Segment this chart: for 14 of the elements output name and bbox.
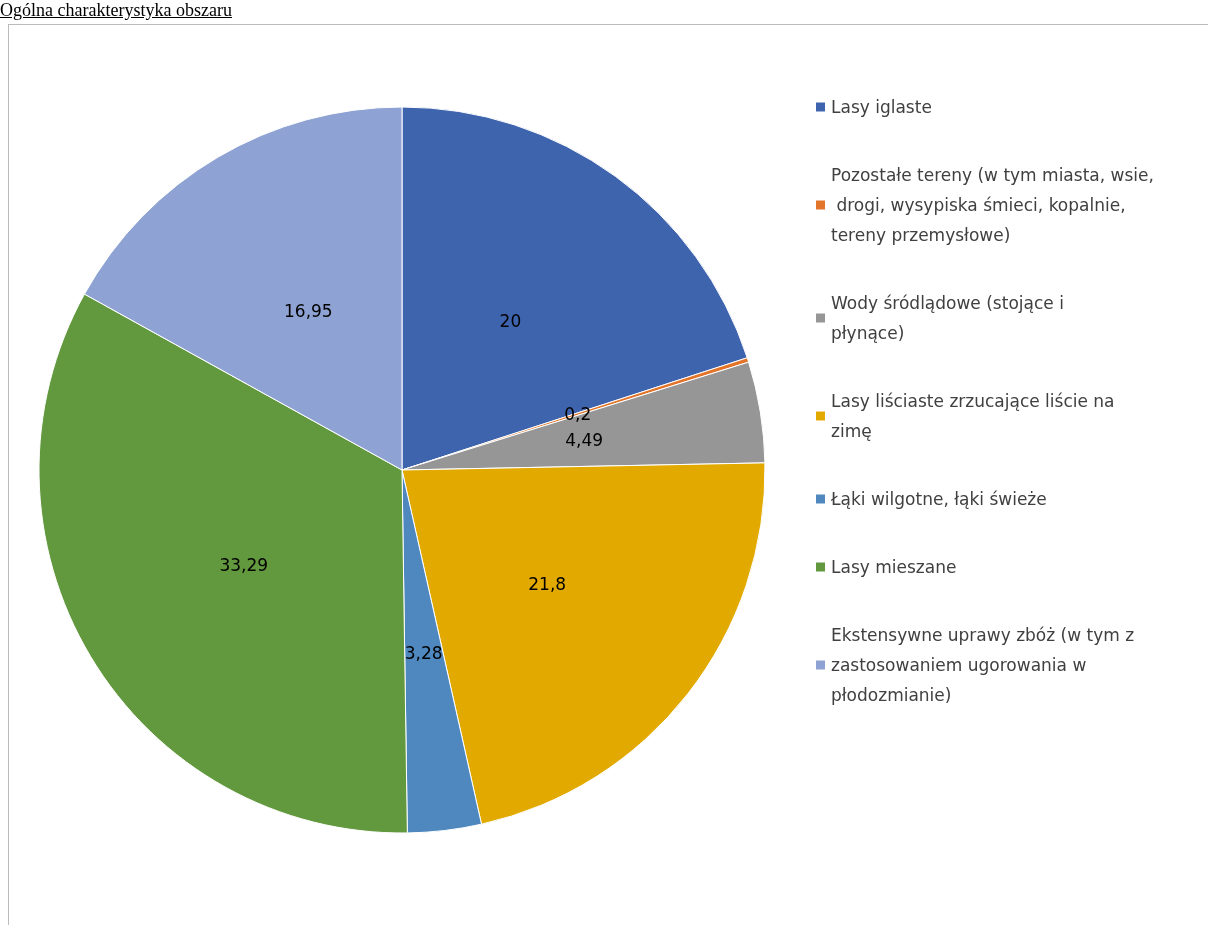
- legend-label: Łąki wilgotne, łąki świeże: [830, 489, 1047, 509]
- legend-label: Wody śródlądowe (stojące i płynące): [831, 293, 1070, 343]
- data-label: 3,28: [404, 643, 443, 664]
- legend-label: Lasy iglaste: [831, 97, 932, 117]
- data-label: 20: [499, 310, 522, 331]
- legend-label: Lasy liściaste zrzucające liście na zimę: [831, 391, 1120, 441]
- legend-label: Ekstensywne uprawy zbóż (w tym z zastosowaniem ugorowania w płodozmianie): [831, 625, 1140, 705]
- chart-title: Ogólna charakterystyka obszaru: [0, 0, 232, 20]
- data-label: 33,29: [219, 554, 269, 575]
- data-label: 21,8: [528, 573, 567, 594]
- legend-label: Pozostałe tereny (w tym miasta, wsie, drogi, wysypiska śmieci, kopalnie, tereny przemysłowe): [831, 165, 1154, 245]
- data-label: 16,95: [284, 301, 333, 322]
- legend-label: Lasy mieszane: [831, 557, 957, 577]
- data-label: 4,49: [565, 430, 604, 451]
